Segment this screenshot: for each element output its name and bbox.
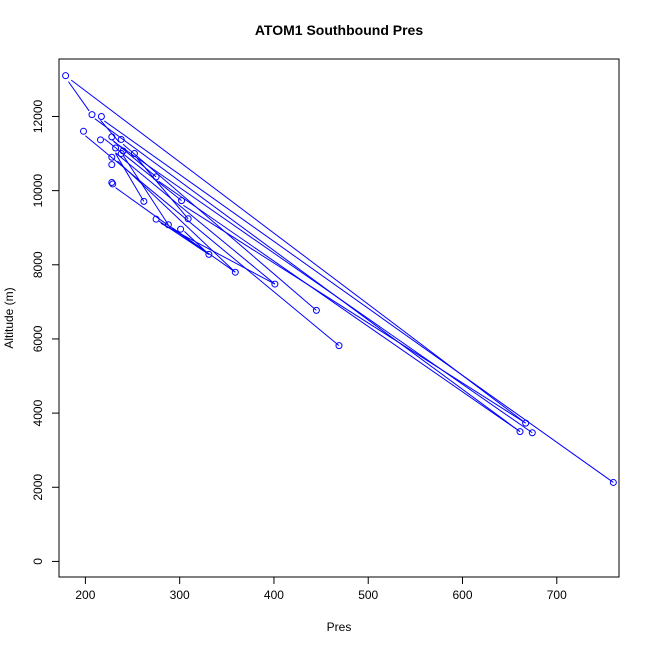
series-segment bbox=[68, 81, 90, 112]
y-tick-label: 0 bbox=[31, 558, 45, 565]
y-tick-label: 2000 bbox=[31, 474, 45, 501]
data-point bbox=[117, 135, 125, 143]
x-tick-label: 300 bbox=[170, 588, 190, 602]
data-point bbox=[112, 144, 120, 152]
data-point bbox=[88, 111, 96, 119]
y-tick-label: 8000 bbox=[31, 251, 45, 278]
series-segment bbox=[117, 160, 236, 273]
data-point bbox=[117, 150, 125, 158]
data-point bbox=[177, 225, 185, 233]
y-tick-label: 4000 bbox=[31, 399, 45, 426]
data-point bbox=[528, 429, 536, 437]
series-segment bbox=[113, 141, 533, 434]
chart-title: ATOM1 Southbound Pres bbox=[255, 22, 423, 38]
series-segment bbox=[103, 120, 614, 483]
data-point bbox=[108, 178, 116, 186]
series-segment bbox=[184, 231, 210, 255]
series-segment bbox=[103, 138, 182, 202]
data-point bbox=[140, 197, 148, 205]
data-point bbox=[62, 72, 70, 80]
data-point bbox=[109, 180, 117, 188]
data-point bbox=[80, 127, 88, 135]
x-tick-label: 700 bbox=[547, 588, 567, 602]
y-axis-label: Altitude (m) bbox=[2, 287, 16, 348]
y-axis: 0 2000 4000 6000 8000 10000 12000 bbox=[31, 99, 60, 565]
x-tick-label: 600 bbox=[452, 588, 472, 602]
data-point bbox=[522, 419, 530, 427]
series-points bbox=[62, 72, 617, 486]
plot-area bbox=[58, 58, 620, 578]
data-point bbox=[108, 153, 116, 161]
x-tick-label: 400 bbox=[264, 588, 284, 602]
series-segment bbox=[122, 155, 169, 226]
data-point bbox=[312, 306, 320, 314]
series-segment bbox=[115, 152, 276, 285]
x-tick-label: 500 bbox=[358, 588, 378, 602]
series-segment bbox=[183, 205, 526, 424]
series-segment bbox=[115, 153, 145, 202]
y-tick-label: 10000 bbox=[31, 174, 45, 208]
data-point bbox=[152, 173, 160, 181]
data-point bbox=[130, 150, 138, 158]
data-point bbox=[178, 197, 186, 205]
data-point bbox=[164, 221, 172, 229]
y-tick-label: 6000 bbox=[31, 325, 45, 352]
x-axis-label: Pres bbox=[327, 620, 352, 634]
series-segment bbox=[158, 180, 521, 433]
x-tick-label: 200 bbox=[75, 588, 95, 602]
data-point bbox=[108, 161, 116, 169]
data-point bbox=[108, 133, 116, 141]
series-segment bbox=[94, 118, 521, 433]
data-point bbox=[96, 136, 104, 144]
data-point bbox=[335, 342, 343, 350]
data-point bbox=[231, 268, 239, 276]
data-point bbox=[609, 478, 617, 486]
series-segment bbox=[115, 187, 210, 255]
data-point bbox=[516, 428, 524, 436]
data-point bbox=[184, 215, 192, 223]
data-point bbox=[152, 215, 160, 223]
series-segment bbox=[111, 139, 157, 178]
series-segment bbox=[122, 143, 317, 311]
data-point bbox=[271, 280, 279, 288]
series-lines bbox=[68, 79, 614, 483]
data-point bbox=[97, 112, 105, 120]
y-tick-label: 12000 bbox=[31, 99, 45, 133]
series-segment bbox=[100, 119, 120, 143]
data-point bbox=[205, 250, 213, 258]
x-axis: 200 300 400 500 600 700 bbox=[75, 576, 567, 602]
series-segment bbox=[158, 220, 210, 255]
